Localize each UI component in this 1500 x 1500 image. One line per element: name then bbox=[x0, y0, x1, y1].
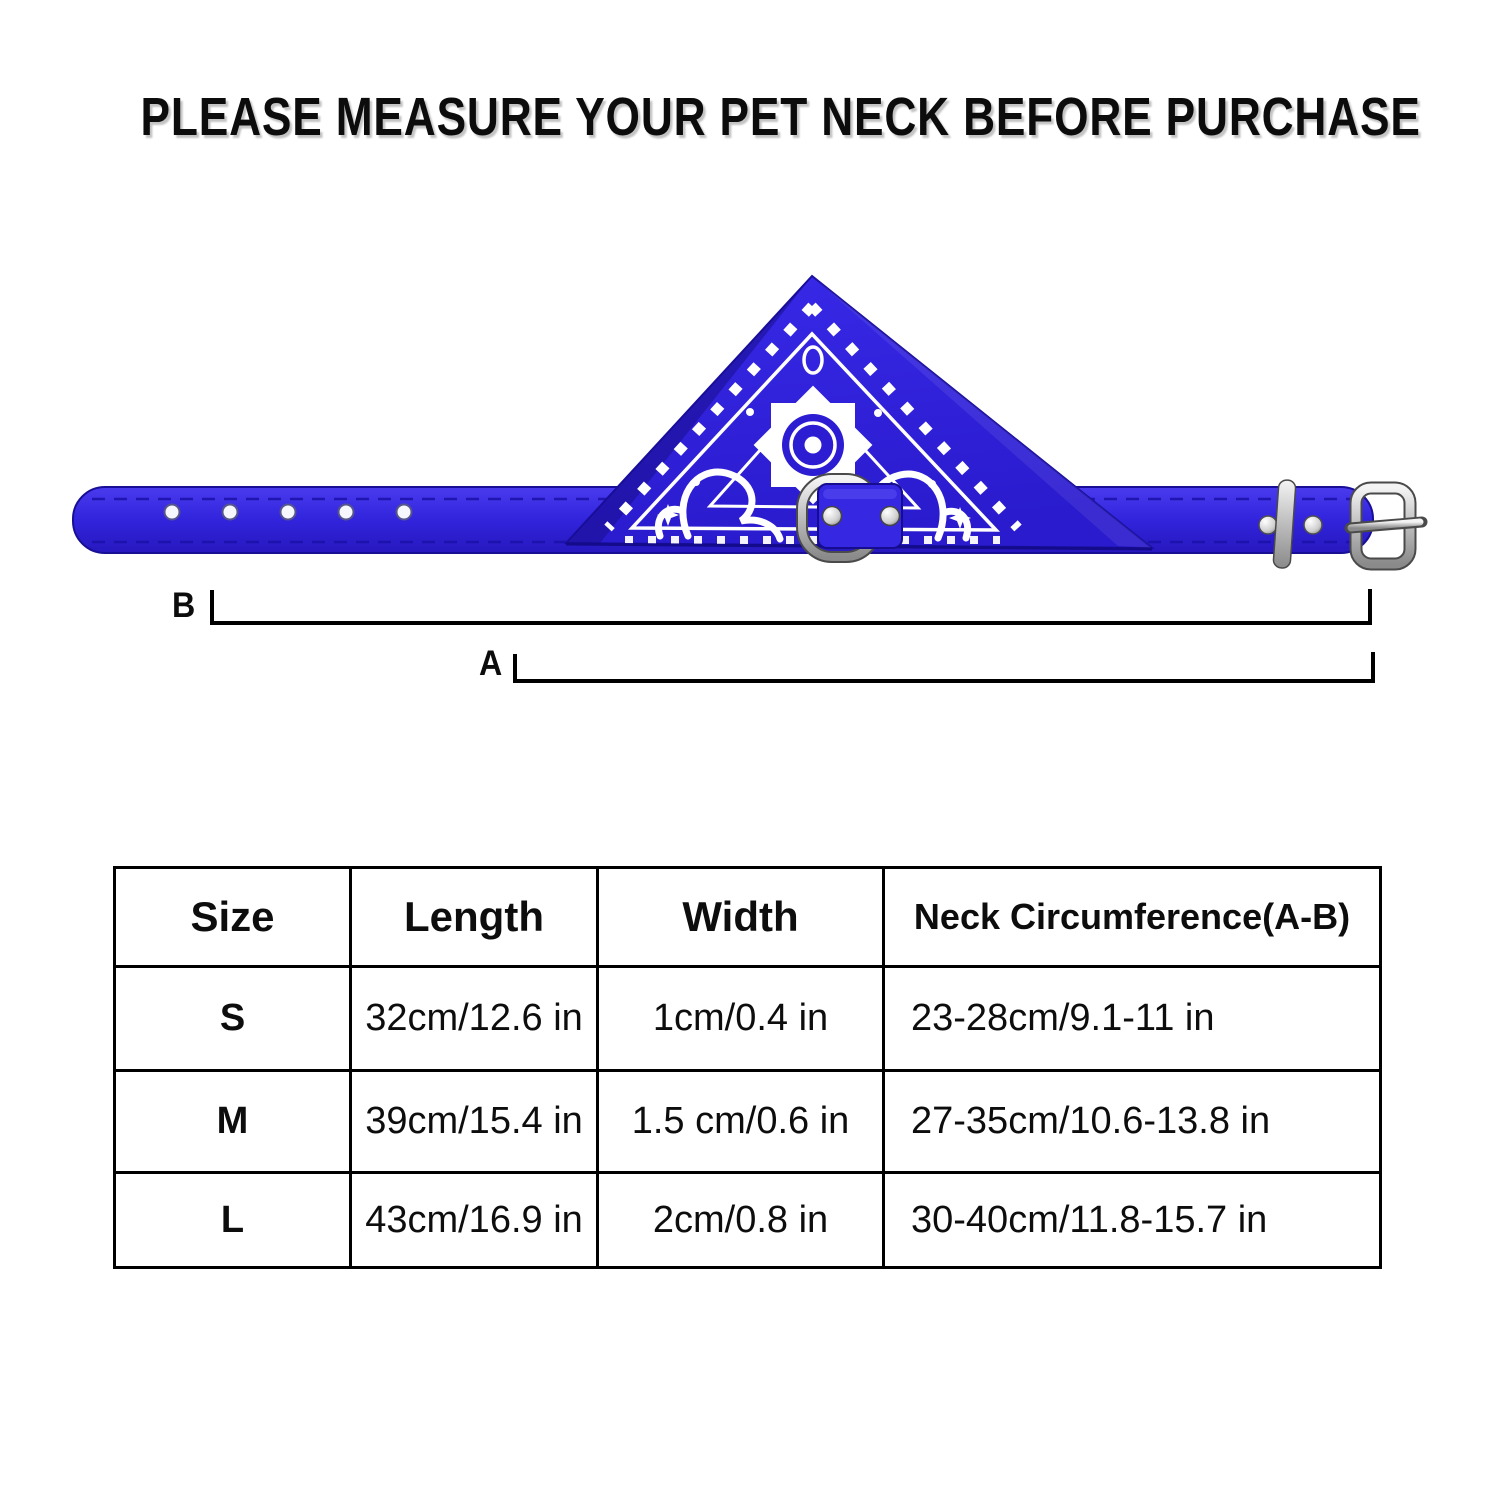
size-table: Size Length Width Neck Circumference(A-B… bbox=[113, 866, 1382, 1269]
header-neck-circumference: Neck Circumference(A-B) bbox=[882, 866, 1382, 968]
cell-size: M bbox=[113, 1069, 352, 1174]
strap-holes bbox=[163, 503, 413, 521]
table-row-l: L 43cm/16.9 in 2cm/0.8 in 30-40cm/11.8-1… bbox=[113, 1171, 1382, 1269]
cell-width: 2cm/0.8 in bbox=[596, 1171, 885, 1269]
table-row-s: S 32cm/12.6 in 1cm/0.4 in 23-28cm/9.1-11… bbox=[113, 965, 1382, 1072]
cell-length: 39cm/15.4 in bbox=[349, 1069, 599, 1174]
cell-neck: 23-28cm/9.1-11 in bbox=[882, 965, 1382, 1072]
buckle-prong bbox=[1344, 516, 1428, 534]
cell-length: 32cm/12.6 in bbox=[349, 965, 599, 1072]
header-width: Width bbox=[596, 866, 885, 968]
measure-label-a: A bbox=[479, 644, 503, 683]
cell-size: S bbox=[113, 965, 352, 1072]
size-table-header-row: Size Length Width Neck Circumference(A-B… bbox=[113, 866, 1382, 968]
measure-line-a bbox=[513, 652, 1375, 683]
cell-length: 43cm/16.9 in bbox=[349, 1171, 599, 1269]
cell-width: 1.5 cm/0.6 in bbox=[596, 1069, 885, 1174]
d-ring-assembly bbox=[796, 473, 903, 563]
cell-neck: 27-35cm/10.6-13.8 in bbox=[882, 1069, 1382, 1174]
page-title: PLEASE MEASURE YOUR PET NECK BEFORE PURC… bbox=[0, 86, 1500, 148]
page-title-text: PLEASE MEASURE YOUR PET NECK BEFORE PURC… bbox=[140, 87, 1421, 147]
measure-line-b bbox=[210, 589, 1372, 625]
table-row-m: M 39cm/15.4 in 1.5 cm/0.6 in 27-35cm/10.… bbox=[113, 1069, 1382, 1174]
cell-width: 1cm/0.4 in bbox=[596, 965, 885, 1072]
collar-illustration bbox=[72, 274, 1428, 571]
measure-label-b: B bbox=[172, 586, 196, 625]
keeper-bar bbox=[1272, 479, 1297, 569]
buckle-hardware bbox=[1258, 479, 1428, 571]
header-size: Size bbox=[113, 866, 352, 968]
header-length: Length bbox=[349, 866, 599, 968]
cell-neck: 30-40cm/11.8-15.7 in bbox=[882, 1171, 1382, 1269]
cell-size: L bbox=[113, 1171, 352, 1269]
